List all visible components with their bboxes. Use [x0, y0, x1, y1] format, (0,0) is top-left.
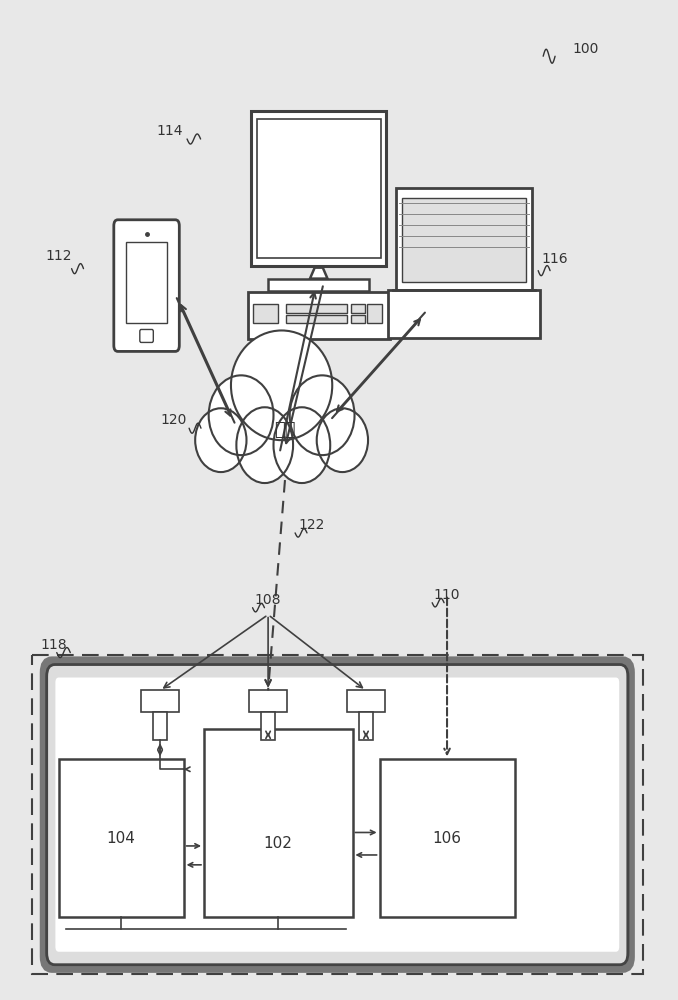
Bar [256, 119, 381, 258]
Text: 网络: 网络 [274, 421, 296, 439]
Ellipse shape [273, 407, 330, 483]
Bar [380, 759, 515, 917]
Bar [359, 712, 373, 740]
Text: 114: 114 [157, 124, 183, 138]
Bar [286, 315, 347, 323]
Text: 118: 118 [41, 638, 67, 652]
Bar [204, 729, 353, 917]
Ellipse shape [195, 408, 247, 472]
FancyBboxPatch shape [56, 678, 619, 952]
Polygon shape [310, 268, 327, 279]
Ellipse shape [237, 407, 293, 483]
Bar [253, 304, 278, 323]
FancyBboxPatch shape [395, 188, 532, 290]
Text: 100: 100 [572, 42, 598, 56]
Bar [250, 690, 287, 712]
FancyBboxPatch shape [114, 220, 179, 351]
FancyBboxPatch shape [252, 111, 386, 266]
Text: 106: 106 [433, 831, 462, 846]
Text: 122: 122 [298, 518, 325, 532]
Bar [402, 198, 525, 282]
FancyBboxPatch shape [388, 290, 540, 338]
Bar [248, 292, 390, 339]
Bar [126, 242, 167, 323]
Bar [367, 304, 382, 323]
Bar [347, 690, 385, 712]
Bar [153, 712, 167, 740]
Ellipse shape [317, 408, 368, 472]
Ellipse shape [290, 375, 355, 455]
Text: 112: 112 [45, 249, 72, 263]
Text: 110: 110 [433, 588, 460, 602]
Text: 120: 120 [160, 413, 186, 427]
Ellipse shape [209, 375, 273, 455]
Bar [286, 304, 347, 313]
Bar [268, 279, 370, 291]
Bar [32, 655, 643, 974]
Text: 108: 108 [255, 593, 281, 607]
FancyBboxPatch shape [44, 661, 631, 969]
Bar [351, 315, 365, 323]
Text: 116: 116 [542, 252, 568, 266]
Bar [59, 759, 184, 917]
Bar [141, 690, 179, 712]
Text: 102: 102 [264, 836, 293, 851]
FancyBboxPatch shape [140, 329, 153, 342]
Ellipse shape [231, 330, 332, 440]
Text: 104: 104 [107, 831, 136, 846]
Bar [261, 712, 275, 740]
Bar [351, 304, 365, 313]
